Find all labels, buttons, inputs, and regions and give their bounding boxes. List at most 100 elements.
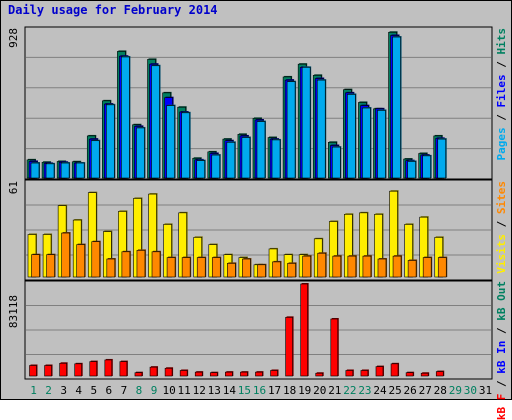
- bar-sites-day-17: [272, 261, 281, 278]
- x-tick-label-24: 24: [373, 384, 387, 397]
- bar-sites-day-21: [332, 255, 342, 278]
- bar-pages-day-5: [90, 140, 100, 179]
- x-tick-label-5: 5: [90, 384, 97, 397]
- x-tick-label-9: 9: [151, 384, 158, 397]
- bar-pages-day-28: [437, 138, 447, 179]
- bar-sites-day-15: [242, 258, 251, 278]
- bar-pages-day-1: [30, 162, 40, 179]
- bar-pages-day-26: [407, 161, 416, 179]
- bar-sites-day-6: [106, 258, 116, 278]
- x-tick-label-12: 12: [193, 384, 206, 397]
- bar-kbf-day-5: [89, 361, 98, 377]
- legend-top-item-0: Pages: [495, 127, 508, 161]
- bar-sites-day-5: [91, 241, 101, 278]
- x-tick-label-25: 25: [388, 384, 401, 397]
- x-tick-label-11: 11: [178, 384, 191, 397]
- bar-kbf-day-7: [119, 361, 128, 377]
- bar-sites-day-25: [392, 255, 402, 278]
- x-tick-label-22: 22: [343, 384, 356, 397]
- bar-pages-day-15: [241, 137, 251, 179]
- legend-top-item-3: /: [495, 54, 508, 75]
- bar-kbf-day-12: [194, 371, 203, 377]
- top-max-label: 928: [7, 28, 20, 48]
- bar-pages-day-7: [121, 56, 130, 179]
- bar-pages-day-17: [271, 139, 281, 179]
- bar-pages-day-22: [347, 94, 356, 179]
- bar-pages-day-16: [256, 121, 266, 179]
- bar-pages-day-25: [392, 36, 401, 179]
- bar-pages-day-23: [362, 107, 371, 179]
- bar-pages-day-2: [45, 163, 55, 179]
- bar-kbf-day-18: [285, 317, 293, 377]
- bar-sites-day-10: [166, 257, 176, 278]
- bar-kbf-day-11: [179, 370, 188, 377]
- bar-sites-day-23: [362, 255, 372, 278]
- bar-sites-day-20: [317, 252, 327, 278]
- x-tick-label-3: 3: [60, 384, 67, 397]
- bar-sites-day-19: [302, 255, 311, 278]
- bottom-max-label: 83118: [7, 295, 20, 329]
- bar-kbf-day-6: [104, 359, 113, 377]
- bar-kbf-day-16: [255, 371, 263, 377]
- legend-bottom-item-2: kB In: [495, 340, 508, 374]
- bar-kbf-day-3: [59, 362, 67, 377]
- legend-bottom-item-3: /: [495, 320, 508, 341]
- legend-middle-item-2: Sites: [495, 181, 508, 215]
- x-tick-label-15: 15: [238, 384, 251, 397]
- bar-kbf-day-10: [164, 367, 173, 377]
- bar-kbf-day-15: [240, 371, 248, 377]
- bar-pages-day-24: [377, 110, 386, 179]
- chart-title: Daily usage for February 2014: [8, 3, 218, 17]
- x-tick-label-2: 2: [45, 384, 52, 397]
- middle-legend: Visits / Sites: [495, 181, 508, 274]
- legend-top-item-2: Files: [495, 74, 508, 108]
- x-tick-label-29: 29: [449, 384, 462, 397]
- bar-kbf-day-21: [330, 318, 339, 377]
- x-tick-label-10: 10: [162, 384, 175, 397]
- bar-pages-day-10: [166, 105, 175, 179]
- bar-kbf-day-20: [315, 372, 324, 377]
- bar-sites-day-27: [422, 257, 432, 278]
- x-tick-label-30: 30: [464, 384, 477, 397]
- bar-kbf-day-24: [375, 366, 384, 377]
- bar-sites-day-1: [31, 254, 40, 278]
- bar-sites-day-9: [151, 251, 161, 278]
- x-tick-label-13: 13: [208, 384, 221, 397]
- bar-kbf-day-8: [134, 372, 143, 377]
- x-tick-label-20: 20: [313, 384, 326, 397]
- bar-pages-day-27: [422, 155, 431, 179]
- bar-kbf-day-22: [345, 370, 354, 377]
- bar-sites-day-18: [287, 263, 296, 278]
- bar-kbf-day-28: [435, 371, 444, 377]
- x-tick-label-14: 14: [223, 384, 237, 397]
- bar-pages-day-18: [286, 81, 296, 179]
- legend-bottom-item-1: /: [495, 373, 508, 394]
- bar-kbf-day-25: [390, 363, 399, 377]
- x-tick-label-28: 28: [434, 384, 447, 397]
- bar-pages-day-6: [106, 104, 115, 179]
- x-tick-label-21: 21: [328, 384, 341, 397]
- bar-kbf-day-14: [225, 371, 233, 377]
- bar-sites-day-14: [227, 263, 236, 278]
- bar-pages-day-4: [75, 162, 85, 179]
- bar-kbf-day-27: [420, 372, 429, 377]
- bar-sites-day-8: [136, 250, 146, 278]
- bar-sites-day-11: [181, 257, 191, 278]
- bar-kbf-day-1: [29, 365, 37, 377]
- bar-kbf-day-13: [209, 372, 218, 377]
- middle-max-label: 61: [7, 181, 20, 195]
- bar-pages-day-11: [181, 112, 190, 179]
- bar-kbf-day-17: [270, 370, 278, 377]
- bar-kbf-day-23: [360, 370, 369, 377]
- bar-sites-day-22: [347, 255, 357, 278]
- x-tick-label-16: 16: [253, 384, 266, 397]
- bar-sites-day-28: [437, 257, 447, 278]
- legend-middle-item-1: /: [495, 214, 508, 234]
- bar-sites-day-13: [211, 257, 221, 278]
- x-tick-label-7: 7: [121, 384, 128, 397]
- x-tick-label-18: 18: [283, 384, 296, 397]
- bar-sites-day-2: [46, 254, 55, 278]
- x-tick-label-4: 4: [75, 384, 82, 397]
- daily-usage-chart: 1 2 3 4 5 6 7 8 9 10 11 12 13 14 15 16 17 18 19 20 21 22 23 24 2…: [24, 26, 493, 397]
- bar-pages-day-19: [301, 67, 311, 179]
